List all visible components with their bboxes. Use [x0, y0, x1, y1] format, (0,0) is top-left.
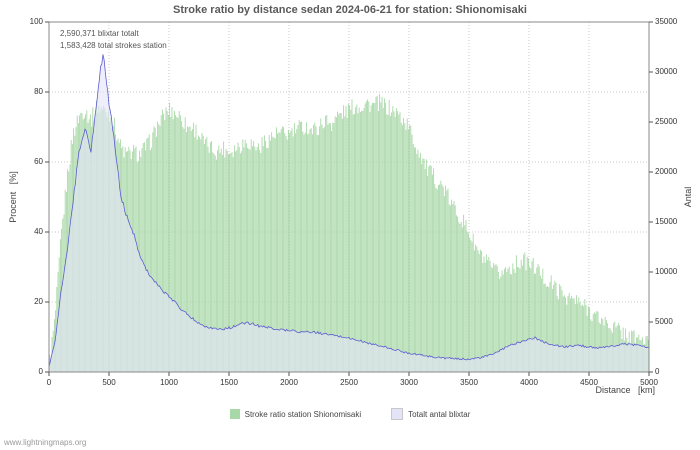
- legend-item-stroke-ratio: Stroke ratio station Shionomisaki: [229, 409, 362, 419]
- annotation-total-strokes: 2,590,371 blixtar totalt: [60, 29, 139, 38]
- total-strokes-line: [48, 54, 650, 367]
- total-strokes-area: [49, 54, 649, 373]
- y-left-tick-label: 20: [34, 297, 43, 306]
- annotation: 2,590,371 blixtar totalt 1,583,428 total…: [60, 28, 167, 52]
- x-tick-label: 4500: [580, 378, 598, 387]
- y-right-tick-label: 30000: [655, 67, 678, 76]
- x-tick-label: 2500: [340, 378, 358, 387]
- y-right-tick-label: 5000: [655, 317, 673, 326]
- legend-label-stroke-ratio: Stroke ratio station Shionomisaki: [244, 409, 362, 419]
- y-right-axis-title: Antal: [683, 186, 693, 208]
- x-tick-label: 500: [102, 378, 116, 387]
- x-tick-label: 0: [46, 378, 52, 387]
- legend-label-total-strokes: Totalt antal blixtar: [408, 409, 471, 419]
- y-left-tick-label: 0: [38, 367, 43, 376]
- x-axis-title: Distance [km]: [595, 385, 655, 395]
- tick-marks: [45, 21, 653, 376]
- x-tick-label: 5000: [640, 378, 658, 387]
- legend: Stroke ratio station Shionomisaki Totalt…: [0, 408, 700, 420]
- y-right-tick-label: 0: [655, 367, 660, 376]
- y-right-tick-label: 15000: [655, 217, 678, 226]
- y-left-tick-label: 60: [34, 157, 43, 166]
- x-tick-label: 1000: [160, 378, 178, 387]
- y-right-tick-label: 10000: [655, 267, 678, 276]
- y-right-tick-label: 35000: [655, 17, 678, 26]
- y-right-tick-label: 20000: [655, 167, 678, 176]
- legend-item-total-strokes: Totalt antal blixtar: [391, 408, 470, 420]
- x-tick-label: 3000: [400, 378, 418, 387]
- legend-swatch-total-strokes: [391, 408, 404, 420]
- annotation-station-strokes: 1,583,428 total strokes station: [60, 41, 167, 50]
- x-tick-label: 4000: [520, 378, 538, 387]
- watermark-link[interactable]: www.lightningmaps.org: [4, 438, 87, 447]
- chart-title: Stroke ratio by distance sedan 2024-06-2…: [173, 4, 527, 16]
- y-left-axis-title: Procent [%]: [8, 171, 18, 223]
- x-tick-label: 3500: [460, 378, 478, 387]
- x-tick-label: 1500: [220, 378, 238, 387]
- x-tick-label: 2000: [280, 378, 298, 387]
- y-left-tick-label: 40: [34, 227, 43, 236]
- y-left-tick-label: 100: [29, 17, 43, 26]
- legend-swatch-stroke-ratio: [229, 409, 240, 419]
- y-right-tick-label: 25000: [655, 117, 678, 126]
- y-left-tick-label: 80: [34, 87, 43, 96]
